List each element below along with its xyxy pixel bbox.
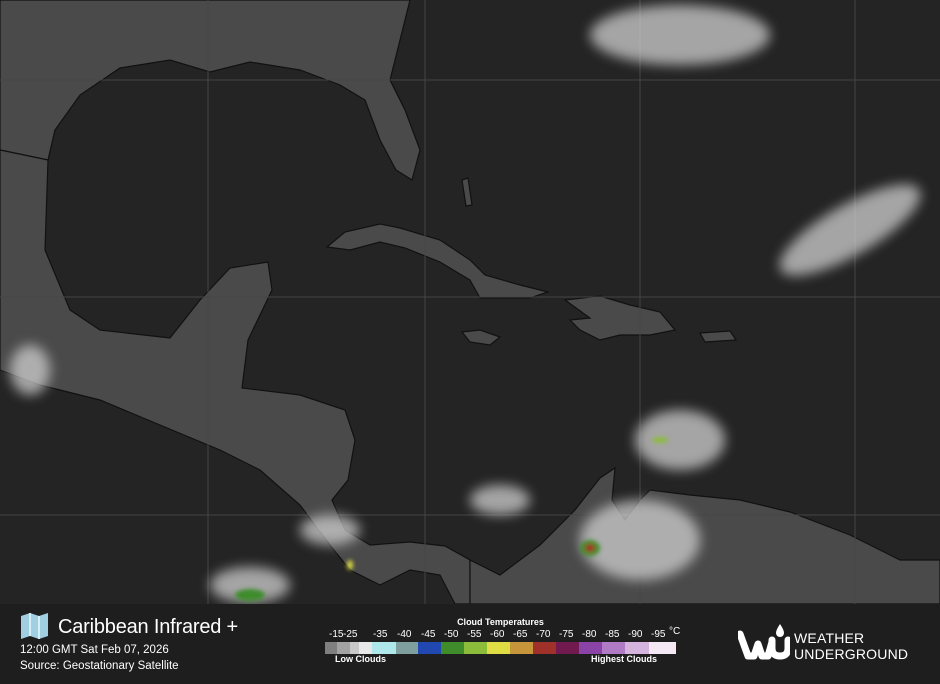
legend-title: Cloud Temperatures [457,617,544,627]
legend-swatch [487,642,510,654]
ocean [0,0,940,604]
cold-cloud-tops [235,437,668,601]
legend-swatch [579,642,602,654]
color-scale [325,642,676,654]
cloud-cover [10,5,921,603]
legend-tick: -50 [444,629,459,640]
legend-ticks: -15 -25 -35 -40 -45 -50 -55 -60 -65 -70 -75 -80 -85-… [325,626,685,641]
legend-swatch [350,642,359,654]
weather-underground-logo[interactable]: WEATHER UNDERGROUND [738,622,928,662]
legend-swatch [625,642,649,654]
brand-line-2: UNDERGROUND [794,646,909,662]
legend-swatch [510,642,533,654]
legend-tick: -75 [559,629,574,640]
legend-swatch [533,642,556,654]
florida-bahamas [461,177,473,207]
hispaniola [563,295,677,341]
satellite-map[interactable] [0,0,940,604]
map-title[interactable]: Caribbean Infrared + [58,616,239,638]
legend-tick: -15 [329,629,344,640]
legend-swatch [325,642,337,654]
legend-swatch [396,642,418,654]
legend-tick: -35 [373,629,388,640]
timestamp: 12:00 GMT Sat Feb 07, 2026 [20,644,169,656]
legend-swatch [441,642,464,654]
legend-swatch [649,642,676,654]
legend-tick: -40 [397,629,412,640]
legend-tick: -85 [605,629,620,640]
legend-tick: -65 [513,629,528,640]
legend-swatch [464,642,487,654]
grid-lines [0,0,940,604]
brand-line-1: WEATHER [794,630,865,646]
legend-swatch [418,642,441,654]
south-america [469,466,940,604]
united-states [0,0,421,181]
legend-tick: -80 [582,629,597,640]
legend-swatch [602,642,625,654]
low-clouds-label: Low Clouds [335,654,386,664]
wu-mark-icon [738,624,790,660]
legend-tick: -55 [467,629,482,640]
legend-tick: -90 [628,629,643,640]
info-bar: Caribbean Infrared + 12:00 GMT Sat Feb 0… [0,604,940,684]
legend-tick: -45 [421,629,436,640]
highest-clouds-label: Highest Clouds [591,654,658,664]
legend-tick: -25 [343,629,358,640]
legend-swatch [556,642,579,654]
legend-unit: °C [669,626,681,637]
legend-tick: -95 [651,629,666,640]
legend-swatch [337,642,350,654]
jamaica [460,329,502,346]
mexico-central-america [0,149,471,604]
legend-swatch [359,642,372,654]
legend-tick: -70 [536,629,551,640]
land [0,0,940,604]
puerto-rico [699,330,738,343]
map-icon [21,613,48,639]
data-source: Source: Geostationary Satellite [20,660,179,672]
cuba [325,223,551,299]
legend-swatch [372,642,396,654]
legend-tick: -60 [490,629,505,640]
